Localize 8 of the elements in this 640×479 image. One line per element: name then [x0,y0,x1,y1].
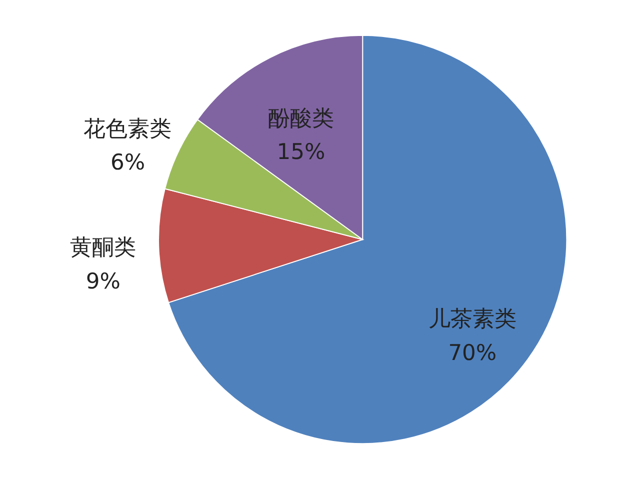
data-label: 6% [110,150,146,176]
slice-label: 儿茶素类 [428,307,516,332]
slice-label: 黄酮类 [70,236,136,261]
slice-label: 酚酸类 [268,106,334,132]
data-label: 9% [86,269,120,294]
data-label: 15% [276,140,326,166]
data-label: 70% [448,340,497,366]
slice-label: 花色素类 [84,116,172,142]
